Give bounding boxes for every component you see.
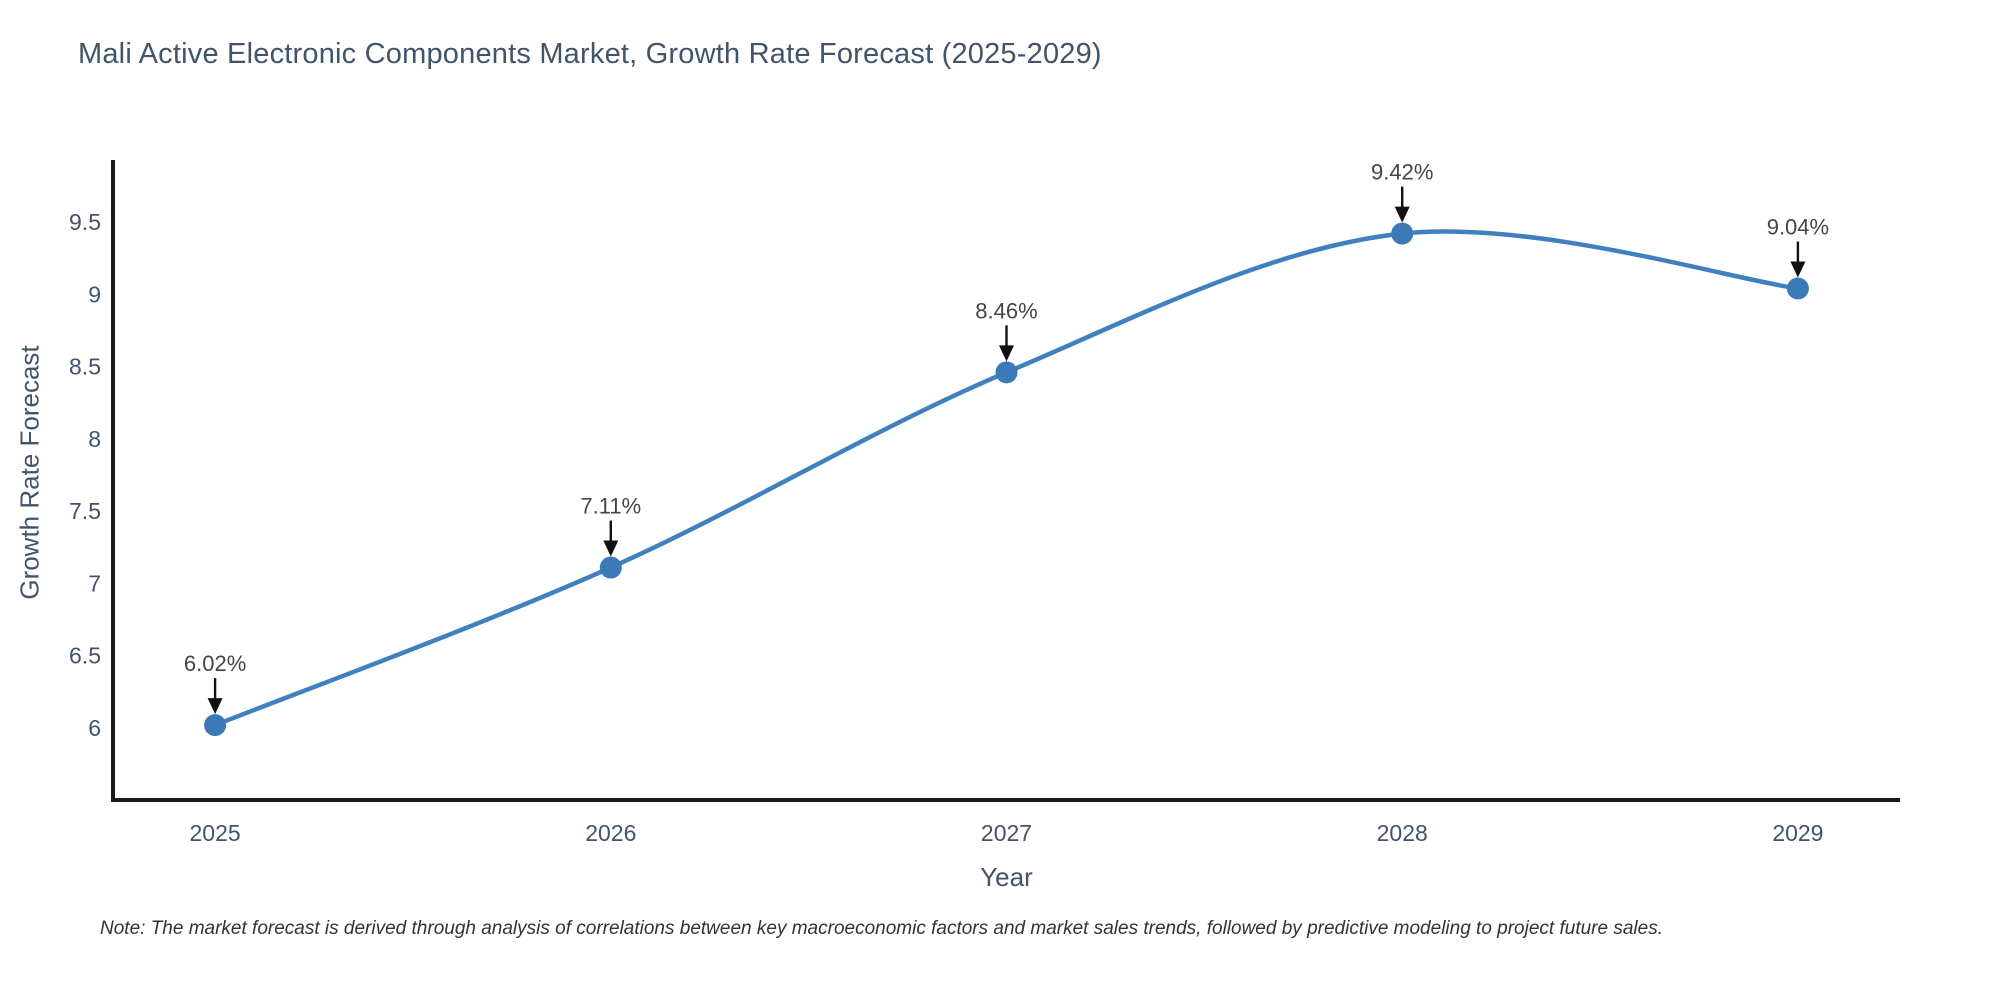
annotation-layer: 6.02% 7.11% 8.46% 9.42% 9.04%	[184, 160, 1829, 715]
annotation-arrowhead	[1790, 261, 1806, 278]
y-tick-label: 9.5	[69, 209, 101, 235]
y-axis-title: Growth Rate Forecast	[14, 345, 45, 600]
data-point[interactable]	[995, 361, 1018, 384]
data-point[interactable]	[1391, 222, 1414, 245]
point-annotation: 6.02%	[184, 651, 246, 715]
y-tick-label: 7.5	[69, 498, 101, 524]
data-point[interactable]	[599, 556, 622, 579]
y-tick-label: 9	[88, 281, 101, 307]
point-annotation-label: 9.42%	[1371, 160, 1433, 185]
data-point[interactable]	[1786, 277, 1809, 300]
x-tick-label: 2026	[585, 820, 636, 846]
point-annotation: 7.11%	[580, 494, 641, 557]
x-tick-label: 2025	[190, 820, 241, 846]
point-annotation-label: 7.11%	[580, 494, 641, 519]
point-annotation: 8.46%	[975, 298, 1038, 362]
y-tick-label: 6	[88, 715, 101, 741]
y-tick-label: 8.5	[69, 354, 101, 380]
data-point[interactable]	[204, 714, 227, 737]
y-tick-label: 6.5	[69, 643, 101, 669]
annotation-arrowhead	[603, 540, 619, 557]
annotation-arrowhead	[207, 698, 223, 715]
x-tick-label: 2027	[981, 820, 1032, 846]
axes-layer: 6 6.5 7 7.5 8 8.5 9 9.5 2025 2026 2027 2028 2029	[69, 160, 1900, 846]
y-tick-label: 7	[88, 570, 101, 596]
footnote: Note: The market forecast is derived thr…	[100, 918, 1663, 939]
point-annotation-label: 6.02%	[184, 651, 246, 676]
x-tick-label: 2029	[1772, 820, 1823, 846]
x-tick-label: 2028	[1377, 820, 1428, 846]
point-annotation: 9.42%	[1371, 160, 1433, 223]
point-annotation: 9.04%	[1767, 215, 1829, 278]
y-tick-label: 8	[88, 426, 101, 452]
line-series	[204, 222, 1809, 737]
point-annotation-label: 8.46%	[975, 298, 1037, 323]
annotation-arrowhead	[1394, 206, 1410, 223]
point-annotation-label: 9.04%	[1767, 215, 1829, 240]
annotation-arrowhead	[999, 345, 1014, 362]
chart-title: Mali Active Electronic Components Market…	[78, 38, 1102, 70]
x-axis-title: Year	[980, 862, 1033, 892]
